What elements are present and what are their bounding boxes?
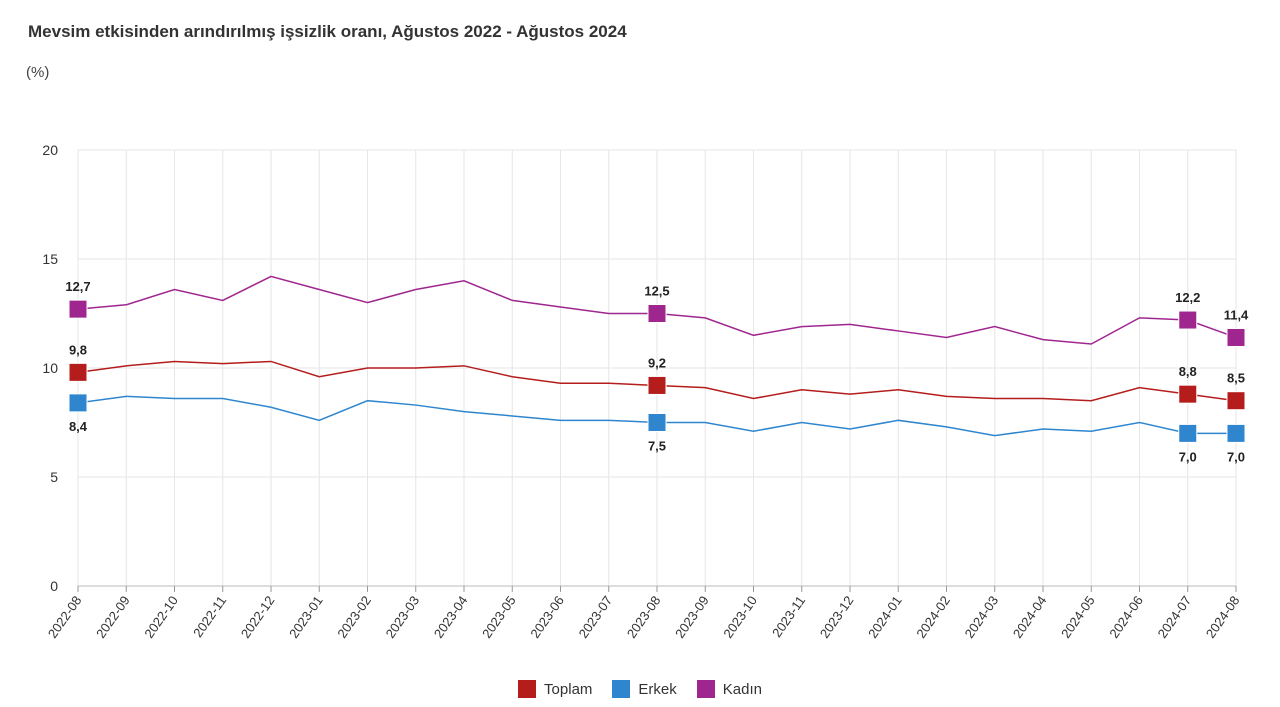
x-tick-label: 2023-10 <box>720 593 760 641</box>
data-point-marker-erkek <box>68 393 88 413</box>
x-tick-label: 2022-10 <box>141 593 181 641</box>
legend-item-toplam[interactable]: Toplam <box>518 680 592 698</box>
data-label-erkek: 7,0 <box>1227 449 1245 464</box>
data-point-marker-erkek <box>1178 423 1198 443</box>
x-tick-label: 2023-12 <box>817 593 857 641</box>
legend-label-kadin: Kadın <box>722 680 762 698</box>
data-label-toplam: 9,2 <box>648 355 666 370</box>
data-point-marker-kadın <box>1226 327 1246 347</box>
x-tick-label: 2023-08 <box>624 593 664 641</box>
x-tick-label: 2023-09 <box>672 593 712 641</box>
data-label-erkek: 7,0 <box>1179 449 1197 464</box>
x-tick-label: 2023-04 <box>431 593 471 641</box>
data-label-kadın: 11,4 <box>1224 307 1249 322</box>
x-tick-label: 2022-08 <box>45 593 85 641</box>
y-tick-label: 20 <box>42 142 58 158</box>
data-label-kadın: 12,7 <box>65 279 90 294</box>
chart-title: Mevsim etkisinden arındırılmış işsizlik … <box>28 22 627 41</box>
data-label-kadın: 12,5 <box>644 284 669 299</box>
data-label-erkek: 8,4 <box>69 419 88 434</box>
data-point-marker-toplam <box>1226 391 1246 411</box>
x-tick-label: 2022-09 <box>93 593 133 641</box>
y-tick-label: 0 <box>50 578 58 594</box>
legend-swatch-toplam <box>518 680 537 698</box>
data-label-toplam: 8,8 <box>1179 364 1197 379</box>
data-point-marker-toplam <box>68 362 88 382</box>
data-point-marker-erkek <box>1226 423 1246 443</box>
x-tick-label: 2023-01 <box>286 593 326 641</box>
x-tick-label: 2024-04 <box>1010 593 1050 641</box>
legend-item-kadin[interactable]: Kadın <box>696 680 762 698</box>
data-point-marker-kadın <box>1178 310 1198 330</box>
data-point-marker-toplam <box>1178 384 1198 404</box>
x-tick-label: 2024-05 <box>1058 593 1098 641</box>
data-label-toplam: 9,8 <box>69 342 87 357</box>
legend: Toplam Erkek Kadın <box>0 680 1280 698</box>
legend-label-toplam: Toplam <box>544 680 593 698</box>
x-tick-label: 2023-07 <box>576 593 616 641</box>
data-label-toplam: 8,5 <box>1227 371 1245 386</box>
x-tick-label: 2024-06 <box>1106 593 1146 641</box>
legend-label-erkek: Erkek <box>638 680 677 698</box>
x-tick-label: 2023-11 <box>769 593 808 640</box>
data-point-marker-toplam <box>647 375 667 395</box>
data-label-erkek: 7,5 <box>648 439 666 454</box>
legend-item-erkek[interactable]: Erkek <box>612 680 677 698</box>
x-tick-label: 2024-03 <box>962 593 1002 641</box>
x-tick-label: 2023-02 <box>334 593 374 641</box>
x-tick-label: 2024-02 <box>913 593 953 641</box>
x-tick-label: 2024-07 <box>1155 593 1195 641</box>
x-tick-label: 2023-05 <box>479 593 519 641</box>
legend-swatch-kadin <box>696 680 715 698</box>
chart-subtitle: (%) <box>26 64 50 81</box>
data-point-marker-kadın <box>647 304 667 323</box>
y-tick-label: 5 <box>50 469 58 485</box>
x-tick-label: 2023-03 <box>383 593 423 641</box>
data-label-kadın: 12,2 <box>1175 290 1200 305</box>
x-tick-label: 2023-06 <box>527 593 567 641</box>
x-tick-label: 2024-08 <box>1203 593 1243 641</box>
x-tick-label: 2022-12 <box>238 593 278 641</box>
x-tick-label: 2022-11 <box>190 593 229 640</box>
data-point-marker-erkek <box>647 413 667 432</box>
x-tick-label: 2024-01 <box>865 593 905 641</box>
legend-swatch-erkek <box>612 680 631 698</box>
y-tick-label: 10 <box>42 360 58 376</box>
data-point-marker-kadın <box>68 299 88 319</box>
y-tick-label: 15 <box>42 251 58 267</box>
